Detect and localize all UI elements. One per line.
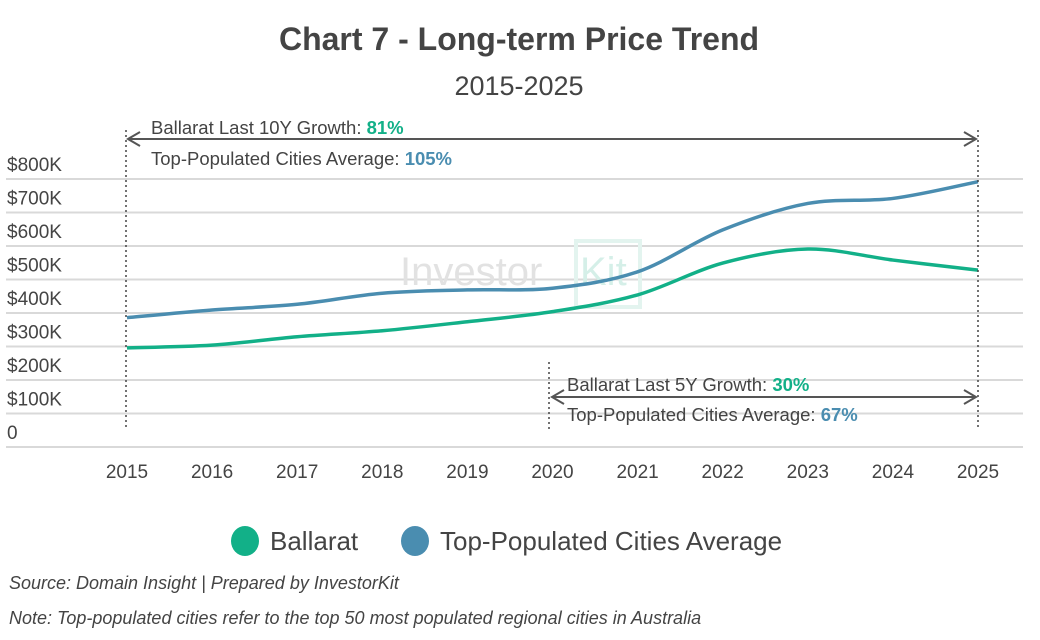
legend-label-average: Top-Populated Cities Average: [440, 526, 782, 556]
y-tick-label: $200K: [7, 356, 62, 377]
arrow-left-icon: [550, 389, 565, 405]
five-year-annotation: Ballarat Last 5Y Growth: 30% Top-Populat…: [548, 362, 978, 430]
series-line-ballarat: [126, 247, 979, 350]
x-tick-label: 2016: [191, 462, 233, 483]
x-tick-label: 2021: [616, 462, 658, 483]
watermark-logo: Investor: [400, 250, 542, 294]
y-tick-label: $700K: [7, 189, 62, 210]
y-tick-label: $500K: [7, 256, 62, 277]
x-axis-ticks: 2015 2016 2017 2018 2019 2020 2021 2022 2023 2024…: [106, 462, 999, 483]
legend: Ballarat Top-Populated Cities Average: [231, 526, 782, 556]
y-tick-label: $800K: [7, 155, 62, 176]
ten-year-average-label: Top-Populated Cities Average: 105%: [151, 148, 452, 169]
legend-label-ballarat: Ballarat: [270, 526, 359, 556]
y-axis-ticks: 0 $100K $200K $300K $400K $500K $600K $700K $800…: [7, 155, 62, 444]
footnote: Note: Top-populated cities refer to the …: [9, 608, 701, 628]
y-tick-label: $100K: [7, 390, 62, 411]
arrow-right-icon: [963, 389, 978, 405]
y-tick-label: $600K: [7, 222, 62, 243]
ten-year-ballarat-label: Ballarat Last 10Y Growth: 81%: [151, 117, 404, 138]
five-year-ballarat-label: Ballarat Last 5Y Growth: 30%: [567, 374, 809, 395]
x-tick-label: 2022: [702, 462, 744, 483]
watermark-logo-kit: Kit: [580, 250, 627, 294]
y-tick-label: $300K: [7, 323, 62, 344]
five-year-average-label: Top-Populated Cities Average: 67%: [567, 404, 858, 425]
ten-year-annotation: Ballarat Last 10Y Growth: 81% Top-Popula…: [125, 117, 979, 430]
x-tick-label: 2019: [446, 462, 488, 483]
series-line-average: [126, 179, 979, 320]
x-tick-label: 2023: [787, 462, 829, 483]
y-tick-label: 0: [7, 423, 18, 444]
legend-marker-ballarat: [231, 526, 259, 556]
watermark-logo-box: [574, 239, 642, 309]
x-tick-label: 2025: [957, 462, 999, 483]
x-tick-label: 2024: [872, 462, 915, 483]
x-tick-label: 2018: [361, 462, 403, 483]
arrow-right-icon: [963, 131, 978, 147]
x-tick-label: 2020: [531, 462, 573, 483]
legend-marker-average: [401, 526, 429, 556]
series-lines: [126, 179, 979, 350]
arrow-left-icon: [126, 131, 141, 147]
source-note: Source: Domain Insight | Prepared by Inv…: [9, 573, 400, 593]
x-tick-label: 2015: [106, 462, 148, 483]
chart-title: Chart 7 - Long-term Price Trend: [279, 21, 759, 57]
y-tick-label: $400K: [7, 289, 62, 310]
x-tick-label: 2017: [276, 462, 318, 483]
chart-subtitle: 2015-2025: [454, 71, 583, 101]
